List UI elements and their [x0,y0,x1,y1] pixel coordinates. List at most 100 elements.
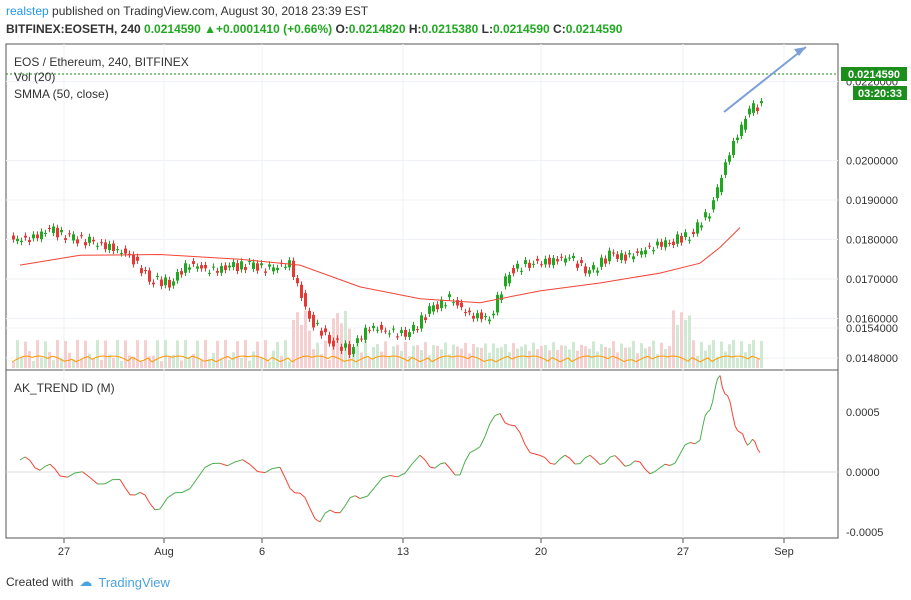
volume-bar [760,340,763,368]
oscillator-segment [24,456,31,461]
y-tick-label: 0.0170000 [846,274,898,286]
candle-body [748,108,751,115]
footer: Created with ☁ TradingView [6,574,170,590]
volume-bar [20,356,23,368]
candle-body [600,257,603,267]
candle-body [628,253,631,255]
candle-body [364,327,367,340]
candle-body [180,271,183,275]
trend-arrow[interactable] [723,46,807,113]
oscillator-segment [434,463,441,469]
oscillator-segment [689,442,696,445]
price-chart[interactable]: 0.02200000.02000000.01900000.01800000.01… [0,40,911,600]
volume-bar [740,341,743,368]
indicator-tick-label: 0.0005 [846,407,880,419]
volume-bar [536,349,539,368]
volume-bar [540,345,543,368]
indicator-pane-frame [5,369,839,539]
oscillator-segment [124,487,131,496]
close-label: C: [553,22,566,36]
oscillator-segment [134,491,141,496]
volume-bar [404,341,407,368]
oscillator-segment [732,413,736,426]
candle-body [284,266,287,268]
volume-bar [428,355,431,368]
candle-body [336,338,339,340]
volume-bar [588,348,591,368]
candle-body [572,255,575,259]
candle-body [292,260,295,277]
candle-body [560,256,563,258]
oscillator-segment [67,472,76,478]
oscillator-segment [702,416,706,428]
publish-info: published on TradingView.com, August 30,… [52,4,369,18]
volume-bar [216,340,219,368]
candle-body [344,343,347,348]
candle-body [68,233,71,235]
candle-body [652,250,655,252]
volume-bar [308,330,311,368]
volume-bar [64,341,67,368]
candle-body [12,235,15,240]
candle-body [348,344,351,355]
oscillator-segment [634,460,641,463]
candle-body [632,256,635,260]
candle-body [136,256,139,261]
candle-body [232,262,235,268]
volume-bar [416,345,419,368]
candle-body [52,226,55,233]
oscillator-segment [639,461,646,470]
volume-bar [360,352,363,368]
candle-body [72,234,75,241]
volume-bar [440,349,443,368]
oscillator-segment [504,422,511,426]
oscillator-segment [649,471,656,475]
volume-bar [292,319,295,368]
author-link[interactable]: realstep [6,4,49,18]
candle-body [380,324,383,330]
volume-bar [744,352,747,368]
price-change: +0.0001410 (+0.66%) [216,22,333,36]
candle-body [664,240,667,248]
candle-body [236,263,239,272]
volume-bar [484,343,487,368]
volume-bar [444,342,447,368]
price-axis-ticks: 0.02200000.02000000.01900000.01800000.01… [846,77,898,366]
oscillator-segment [744,440,748,446]
volume-bar [756,358,759,368]
ohlc-line: BITFINEX:EOSETH, 240 0.0214590 ▲+0.00014… [6,22,622,36]
candle-body [452,302,455,304]
oscillator-segment [264,468,273,474]
candle-body [188,267,191,270]
oscillator-segment [389,475,398,478]
created-with-text: Created with [6,575,74,589]
candle-body [372,326,375,329]
oscillator-segment [684,442,691,446]
volume-bar [284,340,287,368]
candle-body [100,242,103,244]
tradingview-brand[interactable]: TradingView [98,574,170,590]
oscillator-segment [609,455,616,458]
candle-body [492,313,495,316]
oscillator-segment [479,436,486,447]
candle-body [324,328,327,333]
volume-bar [456,346,459,368]
oscillator-segment [234,459,243,463]
close-value: 0.0214590 [565,22,623,36]
volume-bar [496,347,499,368]
oscillator-segment [189,477,198,489]
candle-body [396,336,399,338]
time-axis-ticks: 27 Aug 6 13 20 27 Sep [58,538,794,558]
volume-bar [420,350,423,368]
candle-body [104,242,107,250]
oscillator-segment [382,475,391,479]
volume-bar [92,358,95,368]
candle-body [320,330,323,336]
candle-body [44,232,47,234]
oscillator-segment [594,459,601,465]
candle-body [636,251,639,253]
price-badge-text: 0.0214590 [848,69,900,81]
oscillator-segment [589,454,596,460]
candle-body [228,265,231,268]
candle-body [204,265,207,269]
